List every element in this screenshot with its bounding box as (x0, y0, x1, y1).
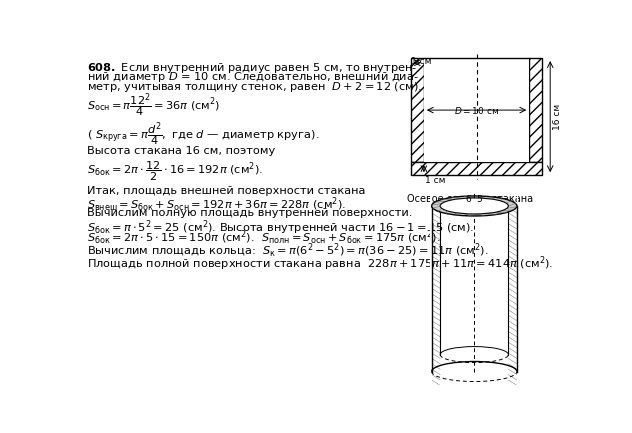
Text: Площадь полной поверхности стакана равна  $228\pi+175\pi+11\pi=414\pi$ (см$^2$).: Площадь полной поверхности стакана равна… (87, 255, 553, 273)
Polygon shape (529, 58, 542, 162)
Text: Вычислим полную площадь внутренней поверхности.: Вычислим полную площадь внутренней повер… (87, 207, 412, 217)
Text: Вычислим площадь кольца:  $S_{\rm к}=\pi(6^2-5^2)=\pi(36-25)=11\pi$ (см$^2$).: Вычислим площадь кольца: $S_{\rm к}=\pi(… (87, 242, 489, 260)
Polygon shape (517, 196, 518, 381)
Text: $D=10$ см: $D=10$ см (454, 106, 499, 116)
Text: $S_{\rm осн}=\pi\dfrac{12^2}{4}=36\pi$ (см$^2$): $S_{\rm осн}=\pi\dfrac{12^2}{4}=36\pi$ (… (87, 92, 220, 120)
Polygon shape (411, 58, 424, 162)
Text: $S_{\rm бок}=\pi\cdot5^2=25$ (см$^2$). Высота внутренней части $16-1=15$ (см).: $S_{\rm бок}=\pi\cdot5^2=25$ (см$^2$). В… (87, 218, 474, 237)
Text: $S_{\rm бок}=2\pi\cdot\dfrac{12}{2}\cdot16=192\pi$ (см$^2$).: $S_{\rm бок}=2\pi\cdot\dfrac{12}{2}\cdot… (87, 160, 263, 183)
Text: 16 см: 16 см (552, 103, 561, 130)
Text: Итак, площадь внешней поверхности стакана: Итак, площадь внешней поверхности стакан… (87, 186, 365, 196)
Polygon shape (430, 196, 432, 381)
Text: Осевое сечение стакана: Осевое сечение стакана (407, 194, 533, 204)
Text: $(\ S_{\rm круга}=\pi\dfrac{d^2}{4},$ где $d$ — диаметр круга).: $(\ S_{\rm круга}=\pi\dfrac{d^2}{4},$ гд… (87, 121, 319, 149)
Text: $S_{\rm внеш}=S_{\rm бок}+S_{\rm осн}=192\pi+36\pi=228\pi$ (см$^2$).: $S_{\rm внеш}=S_{\rm бок}+S_{\rm осн}=19… (87, 196, 346, 214)
Text: 1 см: 1 см (411, 57, 431, 66)
Text: $S_{\rm бок}=2\pi\cdot5\cdot15=150\pi$ (см$^2$).  $S_{\rm полн}=S_{\rm осн}+S_{\: $S_{\rm бок}=2\pi\cdot5\cdot15=150\pi$ (… (87, 229, 441, 247)
Ellipse shape (432, 196, 517, 216)
Text: Высота стакана 16 см, поэтому: Высота стакана 16 см, поэтому (87, 146, 275, 156)
Polygon shape (424, 58, 529, 162)
Polygon shape (411, 162, 542, 175)
Text: $\mathbf{608.}$ Если внутренний радиус равен 5 см, то внутрен-: $\mathbf{608.}$ Если внутренний радиус р… (87, 61, 417, 75)
Text: 6: 6 (465, 195, 471, 204)
Text: 1 см: 1 см (425, 176, 446, 185)
Text: 5: 5 (476, 195, 482, 204)
Ellipse shape (440, 198, 508, 214)
Text: ний диаметр $D$ = 10 см. Следовательно, внешний диа-: ний диаметр $D$ = 10 см. Следовательно, … (87, 71, 418, 84)
Text: метр, учитывая толщину стенок, равен  $D+2=12$ (см).: метр, учитывая толщину стенок, равен $D+… (87, 80, 422, 94)
